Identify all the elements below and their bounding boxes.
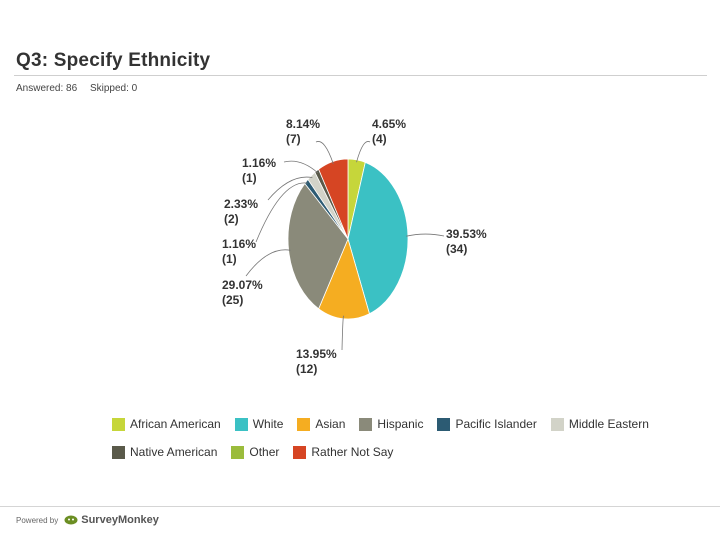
legend-swatch [550, 417, 564, 431]
data-label-count-asian: (12) [296, 362, 317, 376]
skipped-count: Skipped: 0 [89, 83, 138, 94]
data-label-pct-pacific-islander: 1.16% [222, 237, 256, 251]
leader-line-native-american [283, 160, 318, 174]
leader-line-rather-not-say [315, 141, 334, 165]
leader-line-middle-eastern [267, 176, 313, 201]
legend-swatch [112, 445, 125, 459]
answered-count: Answered: 86 [16, 83, 78, 94]
data-label-count-pacific-islander: (1) [222, 252, 237, 266]
footer: Powered by SurveyMonkey [16, 514, 159, 526]
data-label-pct-hispanic: 29.07% [222, 278, 263, 292]
legend-item-hispanic: Hispanic [359, 417, 423, 431]
brand-name: SurveyMonkey [81, 514, 159, 526]
legend-item-rather-not-say: Rather Not Say [293, 445, 393, 459]
legend-item-other: Other [231, 445, 279, 459]
legend-label: African American [130, 417, 221, 431]
legend-item-middle-eastern: Middle Eastern [550, 417, 649, 431]
legend-row: Native American Other Rather Not Say [112, 445, 652, 459]
powered-by-text: Powered by [16, 515, 59, 525]
data-label-count-african-american: (4) [372, 132, 387, 146]
legend-swatch [231, 445, 245, 459]
legend-item-pacific-islander: Pacific Islander [437, 417, 537, 431]
title-divider [14, 75, 707, 76]
data-label-pct-white: 39.53% [446, 227, 487, 241]
data-label-count-hispanic: (25) [222, 293, 243, 307]
leader-line-asian [341, 315, 345, 351]
legend-label: Rather Not Say [311, 445, 394, 459]
data-label-pct-rather-not-say: 8.14% [286, 117, 320, 131]
chart-legend: African American White Asian Hispanic Pacifi… [112, 417, 652, 473]
data-label-count-white: (34) [446, 242, 467, 256]
data-label-count-rather-not-say: (7) [286, 132, 301, 146]
data-label-pct-middle-eastern: 2.33% [224, 197, 258, 211]
legend-swatch [297, 417, 311, 431]
legend-row: African American White Asian Hispanic Pacifi… [112, 417, 652, 431]
legend-swatch [293, 445, 307, 459]
legend-label: Middle Eastern [568, 417, 649, 431]
data-label-count-native-american: (1) [242, 171, 257, 185]
leader-line-white [406, 233, 445, 237]
legend-swatch [437, 417, 451, 431]
legend-label: White [252, 417, 284, 431]
leader-line-hispanic [245, 249, 291, 277]
legend-swatch [112, 417, 125, 431]
leader-line-pacific-islander [255, 182, 308, 243]
data-label-count-middle-eastern: (2) [224, 212, 239, 226]
legend-label: Native American [130, 445, 218, 459]
data-label-pct-asian: 13.95% [296, 347, 337, 361]
legend-item-white: White [234, 417, 284, 431]
pie-slice-hispanic [287, 182, 349, 310]
leader-line-african-american [356, 141, 371, 163]
legend-label: Other [249, 445, 280, 459]
legend-item-asian: Asian [297, 417, 345, 431]
legend-swatch [359, 417, 373, 431]
data-label-pct-native-american: 1.16% [242, 156, 276, 170]
pie-chart: 4.65%(4) 39.53%(34) 13.95%(12) 29.07%(25) 1.… [222, 117, 487, 376]
legend-label: Asian [315, 417, 346, 431]
pie-slice-asian [318, 237, 370, 320]
legend-swatch [234, 417, 248, 431]
legend-label: Hispanic [377, 417, 424, 431]
legend-label: Pacific Islander [455, 417, 537, 431]
surveymonkey-logo[interactable]: SurveyMonkey [64, 514, 159, 526]
legend-item-native-american: Native American [112, 445, 217, 459]
monkey-icon [64, 515, 78, 525]
data-label-pct-african-american: 4.65% [372, 117, 406, 131]
legend-item-african-american: African American [112, 417, 221, 431]
footer-divider [0, 506, 720, 507]
response-stats: Answered: 86 Skipped: 0 [16, 83, 147, 94]
question-title: Q3: Specify Ethnicity [16, 50, 211, 71]
